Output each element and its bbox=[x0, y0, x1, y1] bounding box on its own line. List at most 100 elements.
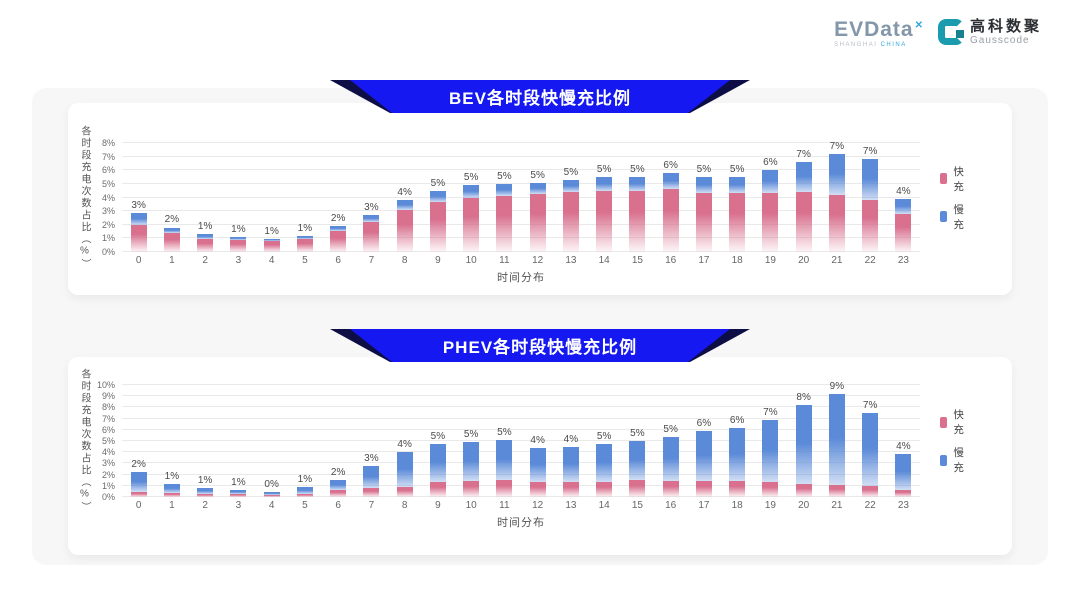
bar-segment-fast[interactable] bbox=[895, 490, 912, 497]
bar-segment-slow[interactable] bbox=[263, 239, 280, 242]
bar-segment-slow[interactable] bbox=[230, 489, 247, 494]
stacked-bar-1[interactable]: 2% bbox=[163, 214, 180, 252]
bar-segment-slow[interactable] bbox=[263, 491, 280, 495]
stacked-bar-13[interactable]: 4% bbox=[562, 434, 579, 497]
stacked-bar-18[interactable]: 6% bbox=[729, 415, 746, 497]
bar-segment-fast[interactable] bbox=[862, 200, 879, 252]
legend-item-fast[interactable]: 快充 bbox=[940, 164, 968, 194]
bar-segment-slow[interactable] bbox=[197, 488, 214, 494]
stacked-bar-21[interactable]: 7% bbox=[828, 141, 845, 252]
bar-segment-fast[interactable] bbox=[529, 482, 546, 497]
stacked-bar-4[interactable]: 1% bbox=[263, 226, 280, 252]
stacked-bar-4[interactable]: 0% bbox=[263, 479, 280, 497]
stacked-bar-23[interactable]: 4% bbox=[895, 441, 912, 497]
stacked-bar-17[interactable]: 5% bbox=[695, 164, 712, 252]
stacked-bar-22[interactable]: 7% bbox=[862, 400, 879, 497]
stacked-bar-8[interactable]: 4% bbox=[396, 187, 413, 252]
bar-segment-fast[interactable] bbox=[629, 190, 646, 252]
legend-item-slow[interactable]: 慢充 bbox=[940, 445, 968, 475]
stacked-bar-19[interactable]: 7% bbox=[762, 407, 779, 497]
bar-segment-slow[interactable] bbox=[629, 441, 646, 481]
bar-segment-fast[interactable] bbox=[396, 486, 413, 497]
bar-segment-fast[interactable] bbox=[197, 493, 214, 497]
bar-segment-fast[interactable] bbox=[197, 239, 214, 252]
bar-segment-slow[interactable] bbox=[130, 472, 147, 492]
bar-segment-slow[interactable] bbox=[463, 442, 480, 482]
stacked-bar-2[interactable]: 1% bbox=[197, 475, 214, 497]
bar-segment-fast[interactable] bbox=[429, 201, 446, 252]
bar-segment-fast[interactable] bbox=[562, 482, 579, 497]
stacked-bar-3[interactable]: 1% bbox=[230, 224, 247, 252]
bar-segment-slow[interactable] bbox=[396, 452, 413, 487]
bar-segment-fast[interactable] bbox=[496, 480, 513, 497]
bar-segment-slow[interactable] bbox=[862, 413, 879, 486]
stacked-bar-18[interactable]: 5% bbox=[729, 164, 746, 252]
bar-segment-fast[interactable] bbox=[163, 232, 180, 252]
bar-segment-fast[interactable] bbox=[363, 222, 380, 252]
bar-segment-fast[interactable] bbox=[895, 213, 912, 252]
bar-segment-slow[interactable] bbox=[330, 479, 347, 491]
bar-segment-fast[interactable] bbox=[363, 488, 380, 497]
stacked-bar-5[interactable]: 1% bbox=[296, 474, 313, 497]
bar-segment-slow[interactable] bbox=[828, 153, 845, 195]
stacked-bar-11[interactable]: 5% bbox=[496, 171, 513, 252]
stacked-bar-6[interactable]: 2% bbox=[330, 213, 347, 252]
stacked-bar-10[interactable]: 5% bbox=[463, 172, 480, 252]
bar-segment-slow[interactable] bbox=[529, 182, 546, 195]
bar-segment-slow[interactable] bbox=[230, 237, 247, 241]
legend-item-slow[interactable]: 慢充 bbox=[940, 202, 968, 232]
bar-segment-slow[interactable] bbox=[662, 436, 679, 482]
bar-segment-slow[interactable] bbox=[330, 226, 347, 231]
stacked-bar-8[interactable]: 4% bbox=[396, 439, 413, 497]
stacked-bar-15[interactable]: 5% bbox=[629, 428, 646, 497]
bar-segment-fast[interactable] bbox=[396, 209, 413, 252]
bar-segment-slow[interactable] bbox=[496, 183, 513, 197]
bar-segment-slow[interactable] bbox=[163, 227, 180, 233]
bar-segment-slow[interactable] bbox=[596, 177, 613, 191]
legend-item-fast[interactable]: 快充 bbox=[940, 407, 968, 437]
bar-segment-fast[interactable] bbox=[529, 194, 546, 252]
bar-segment-fast[interactable] bbox=[729, 481, 746, 497]
bar-segment-fast[interactable] bbox=[729, 193, 746, 252]
stacked-bar-12[interactable]: 4% bbox=[529, 435, 546, 497]
bar-segment-slow[interactable] bbox=[529, 447, 546, 483]
stacked-bar-10[interactable]: 5% bbox=[463, 429, 480, 497]
stacked-bar-23[interactable]: 4% bbox=[895, 186, 912, 252]
bar-segment-fast[interactable] bbox=[662, 481, 679, 497]
bar-segment-slow[interactable] bbox=[795, 405, 812, 484]
bar-segment-fast[interactable] bbox=[230, 493, 247, 497]
stacked-bar-11[interactable]: 5% bbox=[496, 427, 513, 497]
bar-segment-fast[interactable] bbox=[330, 230, 347, 252]
bar-segment-slow[interactable] bbox=[363, 215, 380, 223]
bar-segment-slow[interactable] bbox=[296, 235, 313, 240]
bar-segment-fast[interactable] bbox=[296, 493, 313, 497]
stacked-bar-9[interactable]: 5% bbox=[429, 431, 446, 497]
bar-segment-slow[interactable] bbox=[895, 454, 912, 491]
bar-segment-fast[interactable] bbox=[562, 192, 579, 252]
bar-segment-fast[interactable] bbox=[463, 481, 480, 497]
bar-segment-fast[interactable] bbox=[596, 190, 613, 252]
stacked-bar-5[interactable]: 1% bbox=[296, 223, 313, 252]
bar-segment-slow[interactable] bbox=[729, 427, 746, 482]
bar-segment-fast[interactable] bbox=[828, 484, 845, 497]
bar-segment-slow[interactable] bbox=[562, 446, 579, 483]
bar-segment-slow[interactable] bbox=[130, 212, 147, 225]
bar-segment-fast[interactable] bbox=[762, 482, 779, 497]
bar-segment-fast[interactable] bbox=[695, 193, 712, 252]
bar-segment-slow[interactable] bbox=[496, 439, 513, 481]
bar-segment-fast[interactable] bbox=[429, 482, 446, 497]
bar-segment-slow[interactable] bbox=[429, 444, 446, 483]
stacked-bar-6[interactable]: 2% bbox=[330, 467, 347, 497]
bar-segment-slow[interactable] bbox=[762, 419, 779, 483]
bar-segment-slow[interactable] bbox=[463, 185, 480, 198]
bar-segment-slow[interactable] bbox=[729, 177, 746, 194]
bar-segment-slow[interactable] bbox=[429, 190, 446, 202]
bar-segment-slow[interactable] bbox=[695, 177, 712, 194]
stacked-bar-20[interactable]: 7% bbox=[795, 149, 812, 252]
bar-segment-fast[interactable] bbox=[463, 197, 480, 252]
stacked-bar-21[interactable]: 9% bbox=[828, 381, 845, 497]
bar-segment-slow[interactable] bbox=[762, 170, 779, 194]
stacked-bar-2[interactable]: 1% bbox=[197, 221, 214, 252]
stacked-bar-0[interactable]: 3% bbox=[130, 200, 147, 252]
bar-segment-slow[interactable] bbox=[596, 444, 613, 483]
